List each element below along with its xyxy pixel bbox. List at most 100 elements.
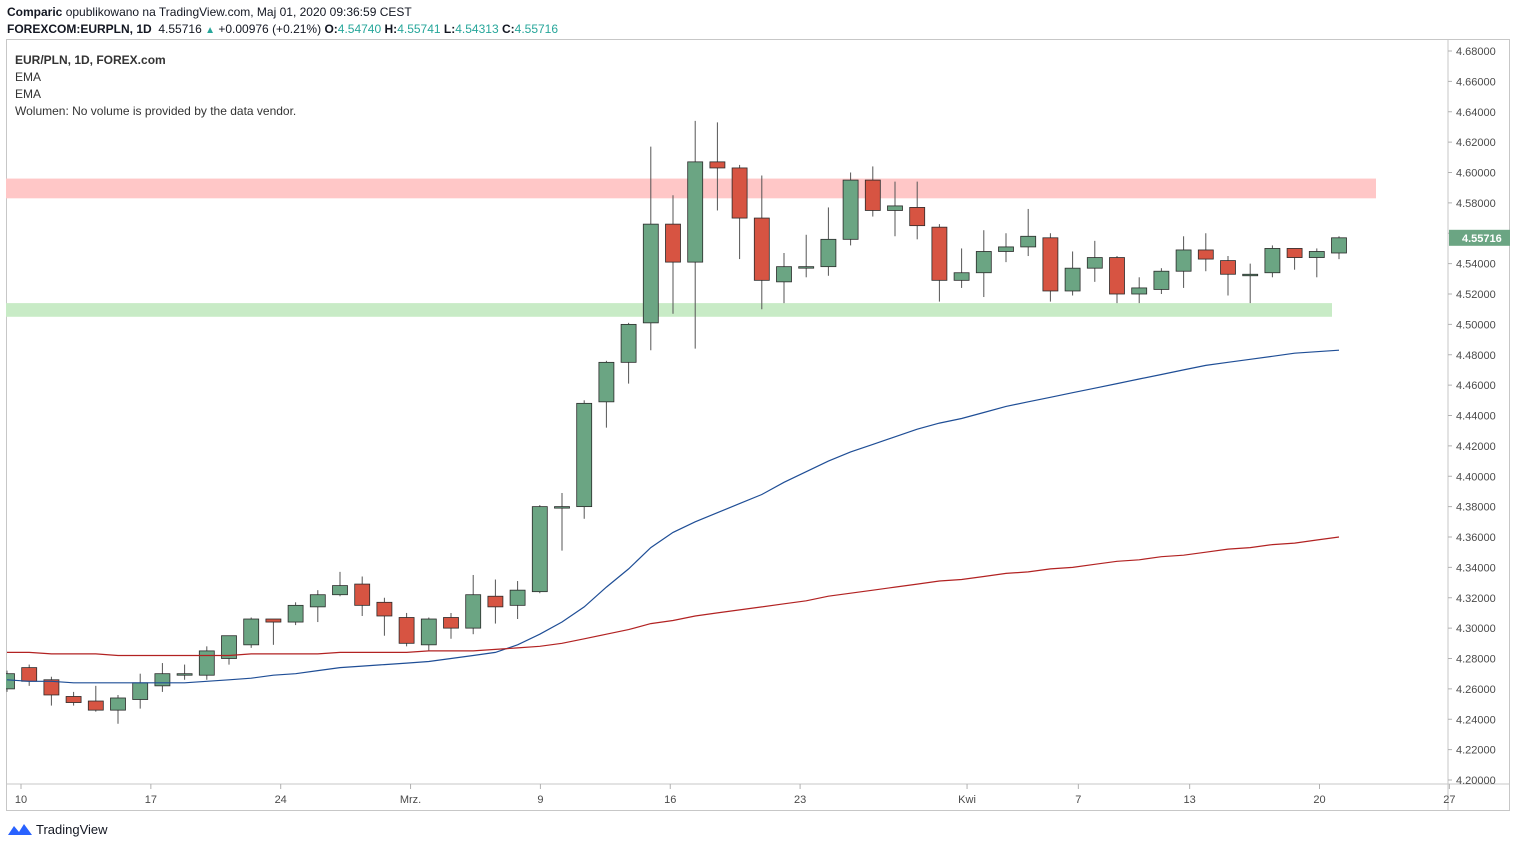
y-tick-label: 4.34000 [1456, 562, 1496, 574]
brand-name: TradingView [36, 822, 108, 837]
legend-title: EUR/PLN, 1D, FOREX.com [15, 53, 166, 67]
candle-body [398, 617, 415, 644]
chart-legend: EUR/PLN, 1D, FOREX.com EMA EMA Wolumen: … [15, 52, 296, 120]
y-tick-label: 4.60000 [1456, 168, 1496, 180]
candle [687, 120, 704, 349]
chart-area[interactable]: 4.20000 4.22000 4.24000 4.26000 4.28000 4.300… [0, 39, 1517, 811]
y-tick-label: 4.50000 [1456, 319, 1496, 331]
candle-body [1042, 237, 1059, 292]
candle [598, 360, 615, 428]
candle-body [709, 161, 726, 169]
candle-body [487, 595, 504, 608]
candle-body [1331, 237, 1347, 254]
candle-body [243, 618, 260, 646]
candle-body [176, 673, 193, 676]
candle-body [931, 226, 948, 281]
candle-body [43, 679, 60, 696]
candle-body [221, 635, 237, 659]
y-tick-label: 4.42000 [1456, 441, 1496, 453]
x-tick-label: 27 [1443, 794, 1455, 806]
candle [1286, 248, 1303, 270]
candle [1331, 236, 1347, 260]
candle-body [953, 272, 970, 281]
candle-body [1264, 248, 1281, 274]
tradingview-logo-icon [8, 823, 32, 835]
candle-body [21, 667, 38, 682]
price-axis[interactable]: 4.20000 4.22000 4.24000 4.26000 4.28000 4.300… [1448, 46, 1496, 787]
legend-volume[interactable]: Wolumen: No volume is provided by the da… [15, 104, 297, 118]
y-tick-label: 4.68000 [1456, 46, 1496, 58]
last-price-marker: 4.55716 [1449, 229, 1510, 246]
candle-body [1308, 251, 1325, 258]
price-change: +0.00976 (+0.21%) [218, 22, 322, 36]
ohlc-line: FOREXCOM:EURPLN, 1D 4.55716 ▲ +0.00976 (… [7, 21, 558, 39]
x-tick-label: 9 [537, 794, 543, 806]
candle [576, 400, 593, 519]
candle [1086, 240, 1103, 282]
candle-body [909, 207, 926, 227]
x-tick-label: 7 [1075, 794, 1081, 806]
candle [998, 233, 1014, 263]
candle [820, 207, 837, 276]
candle [110, 694, 126, 724]
ema-fast-line[interactable] [6, 349, 1340, 684]
candle [243, 617, 260, 648]
x-tick-label: Mrz. [400, 794, 421, 806]
candlestick-chart[interactable]: 4.20000 4.22000 4.24000 4.26000 4.28000 4.300… [0, 39, 1517, 811]
candle [1131, 277, 1148, 304]
legend-ema-2[interactable]: EMA [15, 87, 42, 101]
candle-body [531, 506, 548, 593]
candle [287, 602, 304, 626]
candle-body [332, 585, 348, 596]
legend-ema-1[interactable]: EMA [15, 70, 42, 84]
candle [1242, 263, 1259, 304]
candle-body [1197, 249, 1214, 260]
candle [864, 166, 881, 217]
candle-body [887, 205, 903, 211]
candle [620, 322, 637, 384]
candle [65, 691, 82, 706]
candle [420, 617, 437, 651]
candle [887, 181, 903, 237]
tradingview-brand[interactable]: TradingView [7, 822, 108, 837]
candle-body [1175, 249, 1192, 272]
last-price-label: 4.55716 [1462, 233, 1502, 245]
candle [487, 579, 504, 624]
candle-body [1286, 248, 1303, 258]
candle-body [798, 266, 815, 269]
candle-body [65, 696, 82, 703]
chart-border [6, 39, 1510, 811]
ema-slow-line[interactable] [7, 536, 1340, 657]
x-tick-label: 10 [15, 794, 27, 806]
candle [531, 505, 548, 594]
y-tick-label: 4.48000 [1456, 350, 1496, 362]
open-value: 4.54740 [337, 22, 382, 36]
candle-body [753, 217, 770, 281]
x-tick-label: 17 [145, 794, 157, 806]
candle [332, 571, 348, 597]
y-tick-label: 4.20000 [1456, 775, 1496, 787]
candle-body [1020, 235, 1037, 248]
author-name[interactable]: Comparic [7, 5, 63, 19]
low-value: 4.54313 [455, 22, 499, 36]
candle-body [620, 323, 637, 363]
candle-body [265, 618, 282, 623]
publish-line: Comparic opublikowano na TradingView.com… [7, 4, 558, 21]
y-tick-label: 4.64000 [1456, 107, 1496, 119]
candle-body [1131, 287, 1148, 295]
x-tick-label: 20 [1313, 794, 1325, 806]
ema-lines-layer [6, 349, 1340, 684]
candle [1308, 248, 1325, 278]
y-tick-label: 4.58000 [1456, 198, 1496, 210]
candle [842, 172, 859, 246]
candle [443, 612, 459, 639]
chart-header: Comparic opublikowano na TradingView.com… [7, 4, 558, 39]
candle [975, 230, 992, 298]
y-tick-label: 4.36000 [1456, 532, 1496, 544]
y-tick-label: 4.54000 [1456, 259, 1496, 271]
up-arrow-icon: ▲ [205, 25, 215, 36]
candle-body [665, 223, 681, 263]
high-value: 4.55741 [397, 22, 441, 36]
close-label: C: [501, 22, 515, 36]
